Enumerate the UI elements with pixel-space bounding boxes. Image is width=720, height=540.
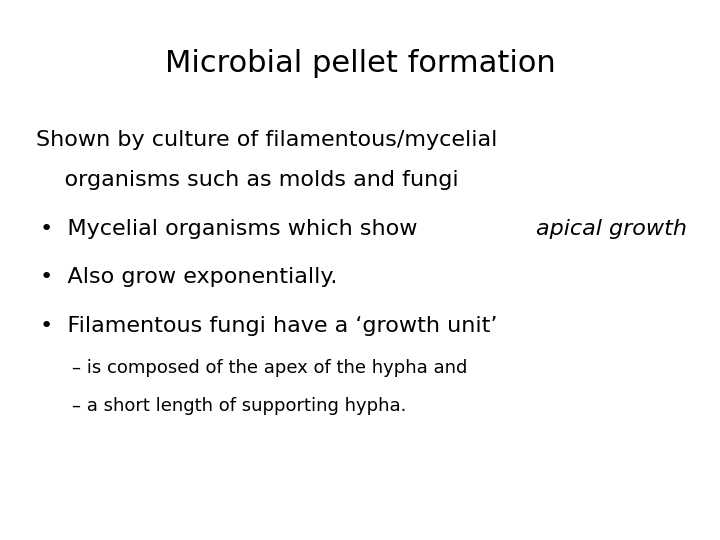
Text: •  Filamentous fungi have a ‘growth unit’: • Filamentous fungi have a ‘growth unit’ (40, 316, 497, 336)
Text: Shown by culture of filamentous/mycelial: Shown by culture of filamentous/mycelial (36, 130, 498, 150)
Text: Microbial pellet formation: Microbial pellet formation (165, 49, 555, 78)
Text: – a short length of supporting hypha.: – a short length of supporting hypha. (72, 397, 406, 415)
Text: •  Also grow exponentially.: • Also grow exponentially. (40, 267, 337, 287)
Text: apical growth: apical growth (536, 219, 687, 239)
Text: organisms such as molds and fungi: organisms such as molds and fungi (36, 170, 459, 190)
Text: •  Mycelial organisms which show: • Mycelial organisms which show (40, 219, 424, 239)
Text: – is composed of the apex of the hypha and: – is composed of the apex of the hypha a… (72, 359, 467, 377)
